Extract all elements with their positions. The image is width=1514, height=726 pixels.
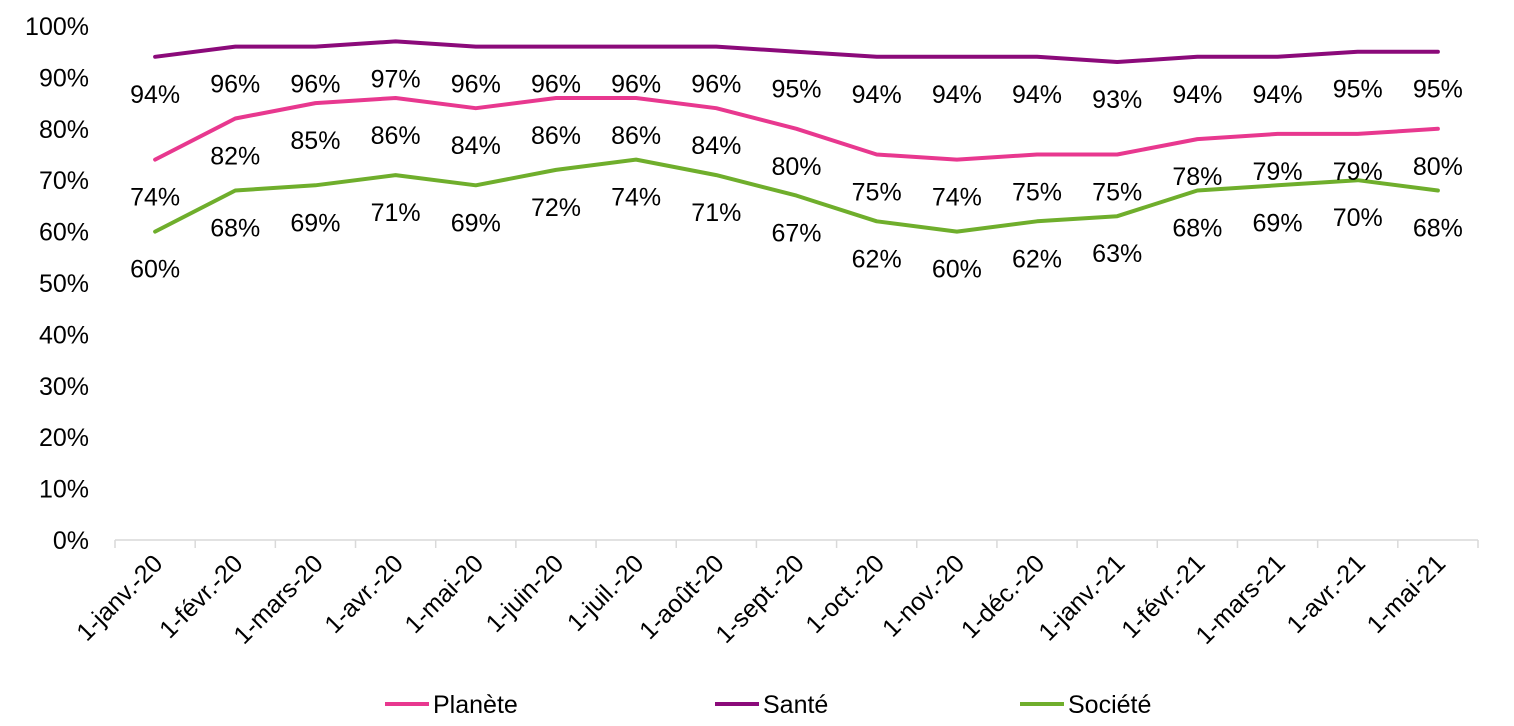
data-label: 86% [371,122,421,150]
y-tick-label: 60% [39,219,89,247]
x-tick-label: 1-juin-20 [481,549,570,638]
legend-label: Santé [763,691,828,719]
data-label: 86% [611,122,661,150]
data-label: 68% [1413,214,1463,242]
data-label: 96% [451,71,501,99]
data-label: 74% [932,184,982,212]
data-label: 96% [611,71,661,99]
data-label: 79% [1333,158,1383,186]
data-label: 75% [1012,179,1062,207]
data-label: 80% [1413,153,1463,181]
data-label: 62% [852,245,902,273]
data-label: 60% [130,256,180,284]
x-tick-label: 1-mai-20 [399,549,489,639]
data-label: 85% [290,127,340,155]
y-tick-label: 20% [39,424,89,452]
data-label: 95% [771,76,821,104]
data-label: 63% [1092,240,1142,268]
x-tick-label: 1-nov.-20 [877,549,970,642]
data-label: 67% [771,220,821,248]
data-label: 84% [451,132,501,160]
data-label: 94% [1012,81,1062,109]
data-label: 69% [290,209,340,237]
legend: Planète Santé Société [385,691,1151,719]
data-label: 94% [130,81,180,109]
y-tick-label: 10% [39,476,89,504]
y-tick-label: 0% [53,527,89,555]
data-label: 97% [371,65,421,93]
data-label: 60% [932,256,982,284]
data-label: 75% [1092,179,1142,207]
data-label: 94% [852,81,902,109]
data-label: 69% [451,209,501,237]
data-label: 79% [1253,158,1303,186]
x-tick-label: 1-sept.-20 [710,549,809,648]
y-tick-label: 80% [39,116,89,144]
data-label: 93% [1092,86,1142,114]
data-label: 96% [531,71,581,99]
data-label: 78% [1172,163,1222,191]
series-line-2 [153,157,1440,234]
data-label: 68% [1172,214,1222,242]
data-label: 68% [210,214,260,242]
data-label: 82% [210,143,260,171]
y-tick-label: 50% [39,270,89,298]
series-line-0 [153,96,1440,162]
x-tick-label: 1-avr.-20 [319,549,409,639]
data-label: 74% [130,184,180,212]
x-tick-label: 1-avr.-21 [1281,549,1371,639]
legend-label: Planète [433,691,518,719]
data-label: 84% [691,132,741,160]
data-label: 75% [852,179,902,207]
data-label: 94% [932,81,982,109]
data-label: 71% [691,199,741,227]
x-tick-label: 1-janv.-20 [71,549,168,646]
x-tick-label: 1-mai-21 [1362,549,1452,639]
y-tick-label: 40% [39,321,89,349]
data-label: 95% [1413,76,1463,104]
data-label: 94% [1172,81,1222,109]
data-label: 72% [531,194,581,222]
data-label: 74% [611,184,661,212]
data-label: 62% [1012,245,1062,273]
data-label: 70% [1333,204,1383,232]
series-lines [153,39,1440,234]
y-axis: 0% 10% 20% 30% 40% 50% 60% 70% 80% 90% 100% [25,13,89,555]
x-tick-label: 1-janv.-21 [1033,549,1130,646]
data-label: 80% [771,153,821,181]
data-label: 96% [210,71,260,99]
y-tick-label: 90% [39,64,89,92]
y-tick-label: 100% [25,13,89,41]
y-tick-label: 30% [39,373,89,401]
series-line-1 [153,39,1440,64]
x-tick-label: 1-oct.-20 [800,549,890,639]
legend-label: Société [1068,691,1151,719]
data-label: 95% [1333,76,1383,104]
x-axis: 1-janv.-201-févr.-201-mars-201-avr.-201-… [71,539,1479,650]
data-label: 96% [290,71,340,99]
y-tick-label: 70% [39,167,89,195]
data-label: 71% [371,199,421,227]
data-label: 69% [1253,209,1303,237]
data-label: 86% [531,122,581,150]
data-label: 96% [691,71,741,99]
data-label: 94% [1253,81,1303,109]
data-labels: 74% 82% 85% 86% 84% 86% 86% 84% 80% 75% 74% 75% 75% 7… [130,65,1463,283]
